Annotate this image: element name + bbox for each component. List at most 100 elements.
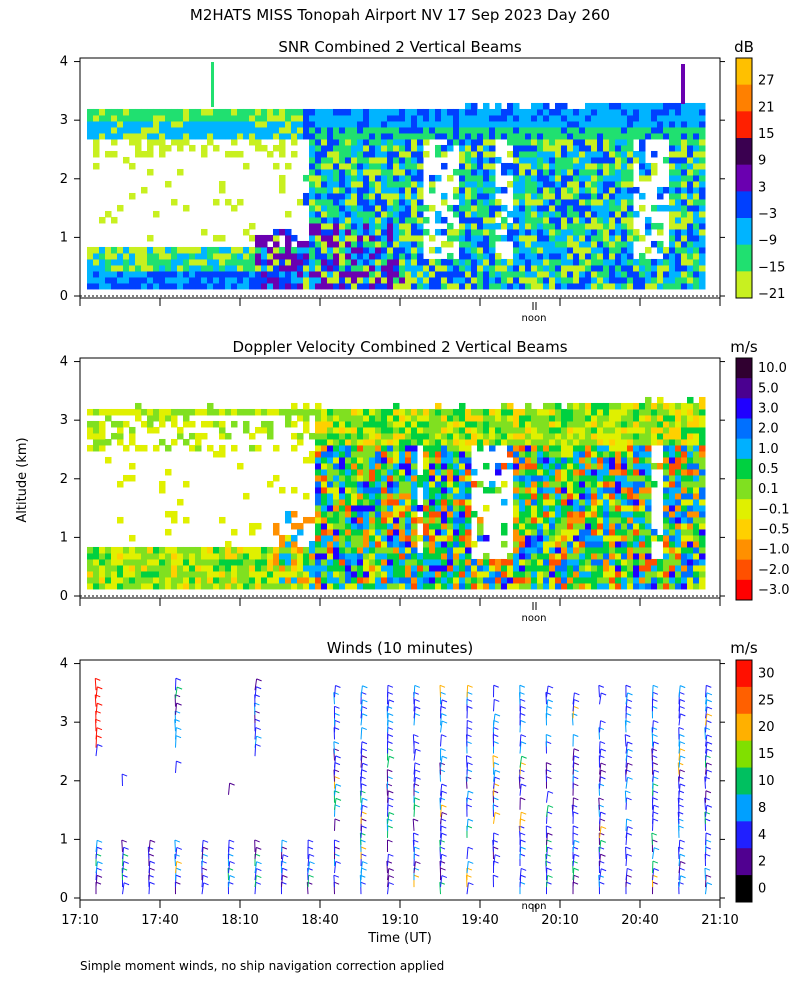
wind-barb-flag bbox=[97, 702, 103, 706]
velocity-cell bbox=[537, 510, 544, 518]
snr-cell bbox=[195, 276, 202, 284]
velocity-cell bbox=[501, 408, 508, 416]
snr-cell bbox=[147, 138, 154, 146]
velocity-cell bbox=[699, 564, 706, 572]
velocity-cell bbox=[459, 474, 466, 482]
snr-cell bbox=[435, 144, 442, 152]
snr-cell bbox=[255, 252, 262, 260]
velocity-cell bbox=[591, 522, 598, 530]
velocity-cell bbox=[609, 546, 616, 554]
velocity-cell bbox=[603, 540, 610, 548]
snr-cell bbox=[567, 132, 574, 140]
wind-barb-flag bbox=[309, 861, 315, 865]
velocity-cell bbox=[447, 462, 454, 470]
snr-cell bbox=[375, 108, 382, 116]
snr-cell bbox=[357, 144, 364, 152]
snr-cell bbox=[663, 132, 670, 140]
velocity-cell bbox=[297, 408, 304, 416]
velocity-cell bbox=[531, 504, 538, 512]
colorbar-swatch bbox=[736, 579, 752, 601]
velocity-cell bbox=[357, 492, 364, 500]
velocity-cell bbox=[549, 408, 556, 416]
colorbar-swatch bbox=[736, 244, 752, 272]
velocity-cell bbox=[129, 552, 136, 560]
velocity-cell bbox=[411, 546, 418, 554]
velocity-cell bbox=[423, 516, 430, 524]
snr-cell bbox=[459, 138, 466, 146]
snr-cell bbox=[435, 120, 442, 128]
snr-cell bbox=[495, 258, 502, 266]
velocity-cell bbox=[285, 564, 292, 572]
snr-cell bbox=[225, 264, 232, 272]
snr-cell bbox=[351, 222, 358, 230]
snr-cell bbox=[471, 108, 478, 116]
snr-cell bbox=[387, 168, 394, 176]
snr-cell bbox=[153, 264, 160, 272]
velocity-cell bbox=[345, 504, 352, 512]
snr-cell bbox=[615, 234, 622, 242]
snr-cell bbox=[669, 228, 676, 236]
snr-cell bbox=[627, 108, 634, 116]
velocity-cell bbox=[177, 498, 184, 506]
snr-cell bbox=[459, 222, 466, 230]
velocity-cell bbox=[639, 552, 646, 560]
velocity-cell bbox=[495, 558, 502, 566]
snr-cell bbox=[273, 282, 280, 290]
velocity-cell bbox=[453, 432, 460, 440]
velocity-cell bbox=[639, 516, 646, 524]
snr-cell bbox=[441, 216, 448, 224]
snr-cell bbox=[555, 282, 562, 290]
wind-barb bbox=[95, 703, 98, 715]
velocity-cell bbox=[357, 540, 364, 548]
snr-cell bbox=[93, 126, 100, 134]
velocity-cell bbox=[489, 432, 496, 440]
velocity-cell bbox=[435, 468, 442, 476]
snr-cell bbox=[561, 180, 568, 188]
velocity-cell bbox=[99, 570, 106, 578]
snr-cell bbox=[339, 228, 346, 236]
snr-cell bbox=[357, 192, 364, 200]
snr-cell bbox=[327, 228, 334, 236]
velocity-cell bbox=[285, 558, 292, 566]
snr-cell bbox=[693, 150, 700, 158]
snr-cell bbox=[549, 108, 556, 116]
velocity-cell bbox=[543, 516, 550, 524]
snr-cell bbox=[585, 114, 592, 122]
snr-cell bbox=[237, 114, 244, 122]
velocity-cell bbox=[621, 480, 628, 488]
snr-cell bbox=[687, 144, 694, 152]
velocity-cell bbox=[597, 576, 604, 584]
velocity-cell bbox=[669, 552, 676, 560]
velocity-cell bbox=[549, 420, 556, 428]
wind-barb bbox=[148, 861, 151, 874]
velocity-cell bbox=[477, 522, 484, 530]
velocity-cell bbox=[519, 432, 526, 440]
velocity-cell bbox=[231, 420, 238, 428]
velocity-cell bbox=[477, 426, 484, 434]
snr-cell bbox=[219, 108, 226, 116]
snr-cell bbox=[129, 114, 136, 122]
snr-cell bbox=[171, 246, 178, 254]
velocity-cell bbox=[675, 516, 682, 524]
snr-cell bbox=[309, 198, 316, 206]
snr-cell bbox=[579, 270, 586, 278]
velocity-cell bbox=[435, 480, 442, 488]
snr-cell bbox=[261, 108, 268, 116]
snr-cell bbox=[417, 270, 424, 278]
snr-cell bbox=[669, 192, 676, 200]
snr-cell bbox=[189, 246, 196, 254]
velocity-cell bbox=[567, 474, 574, 482]
velocity-cell bbox=[327, 456, 334, 464]
velocity-cell bbox=[495, 426, 502, 434]
velocity-cell bbox=[399, 462, 406, 470]
velocity-cell bbox=[429, 522, 436, 530]
snr-cell bbox=[369, 144, 376, 152]
snr-cell bbox=[99, 264, 106, 272]
velocity-cell bbox=[381, 534, 388, 542]
velocity-cell bbox=[453, 408, 460, 416]
velocity-cell bbox=[345, 534, 352, 542]
snr-cell bbox=[531, 120, 538, 128]
velocity-cell bbox=[609, 564, 616, 572]
snr-cell bbox=[681, 64, 685, 104]
velocity-cell bbox=[477, 438, 484, 446]
